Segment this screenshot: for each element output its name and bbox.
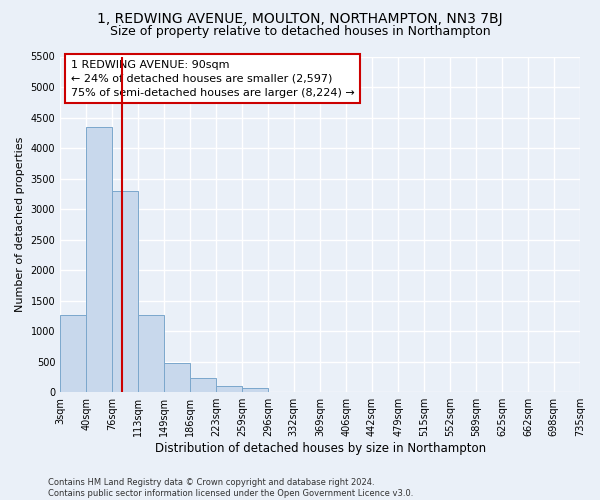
Bar bbox=[60, 314, 86, 392]
Y-axis label: Number of detached properties: Number of detached properties bbox=[15, 136, 25, 312]
Bar bbox=[138, 314, 164, 392]
Text: Contains HM Land Registry data © Crown copyright and database right 2024.
Contai: Contains HM Land Registry data © Crown c… bbox=[48, 478, 413, 498]
Text: 1, REDWING AVENUE, MOULTON, NORTHAMPTON, NN3 7BJ: 1, REDWING AVENUE, MOULTON, NORTHAMPTON,… bbox=[97, 12, 503, 26]
Bar bbox=[86, 126, 112, 392]
Bar bbox=[242, 388, 268, 392]
Text: Size of property relative to detached houses in Northampton: Size of property relative to detached ho… bbox=[110, 25, 490, 38]
Bar bbox=[164, 363, 190, 392]
Text: 1 REDWING AVENUE: 90sqm
← 24% of detached houses are smaller (2,597)
75% of semi: 1 REDWING AVENUE: 90sqm ← 24% of detache… bbox=[71, 60, 355, 98]
Bar bbox=[217, 386, 242, 392]
Bar bbox=[190, 378, 217, 392]
X-axis label: Distribution of detached houses by size in Northampton: Distribution of detached houses by size … bbox=[155, 442, 485, 455]
Bar bbox=[112, 190, 138, 392]
